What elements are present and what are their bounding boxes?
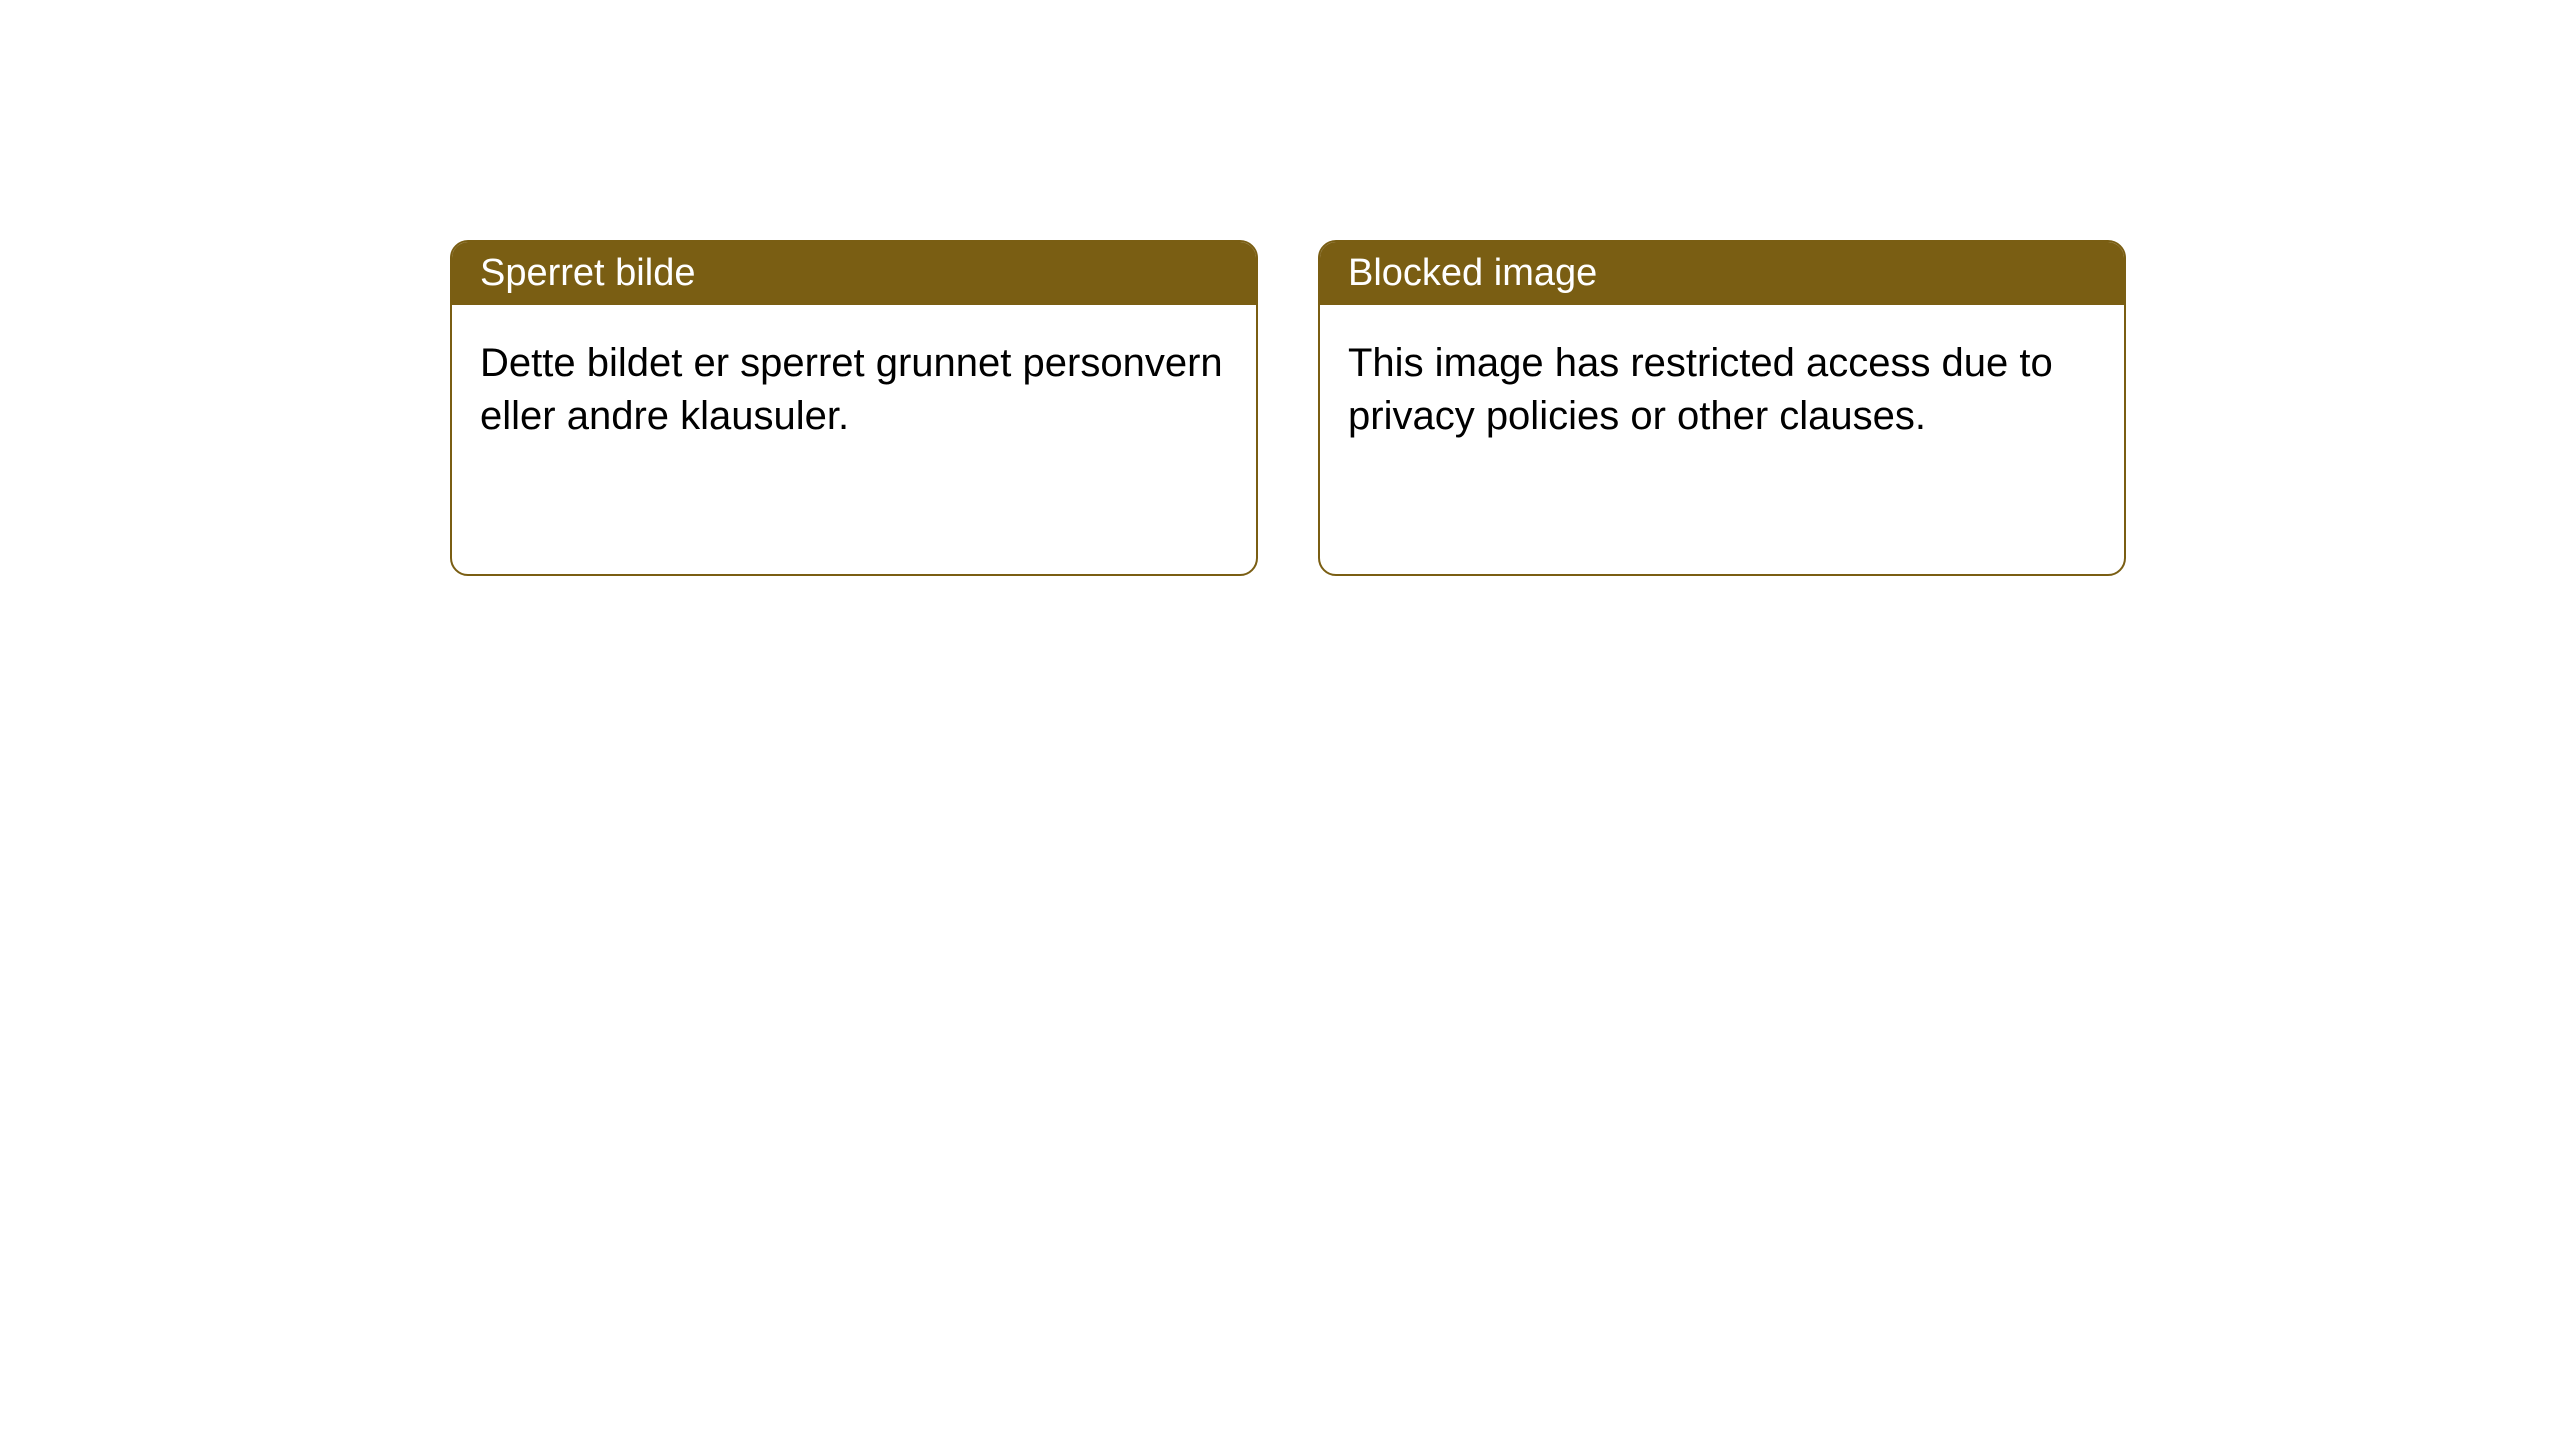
panel-body-text: This image has restricted access due to … — [1348, 341, 2053, 438]
panels-container: Sperret bilde Dette bildet er sperret gr… — [0, 0, 2560, 576]
panel-body-text: Dette bildet er sperret grunnet personve… — [480, 341, 1223, 438]
panel-header: Sperret bilde — [452, 242, 1256, 305]
panel-header: Blocked image — [1320, 242, 2124, 305]
blocked-image-panel-no: Sperret bilde Dette bildet er sperret gr… — [450, 240, 1258, 576]
panel-title: Sperret bilde — [480, 252, 695, 294]
panel-title: Blocked image — [1348, 252, 1597, 294]
blocked-image-panel-en: Blocked image This image has restricted … — [1318, 240, 2126, 576]
panel-body: This image has restricted access due to … — [1320, 305, 2124, 475]
panel-body: Dette bildet er sperret grunnet personve… — [452, 305, 1256, 475]
